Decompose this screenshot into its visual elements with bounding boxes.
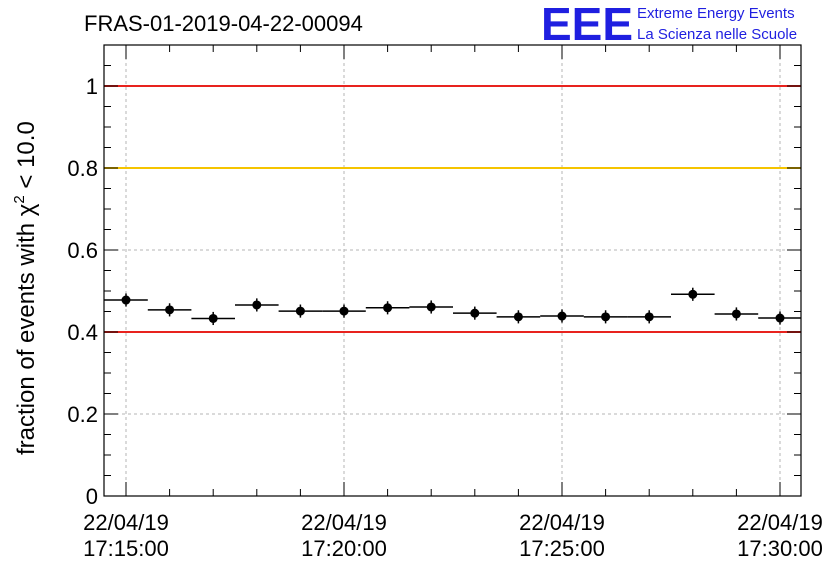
y-tick-label: 1 bbox=[86, 74, 98, 99]
y-axis-label-sup: 2 bbox=[11, 195, 28, 203]
y-tick-label: 0 bbox=[86, 484, 98, 509]
data-marker bbox=[121, 295, 131, 305]
data-point bbox=[104, 293, 148, 307]
data-marker bbox=[426, 302, 436, 312]
logo-eee: EEE bbox=[541, 0, 633, 50]
data-point bbox=[365, 301, 410, 315]
x-tick-label-time: 17:25:00 bbox=[519, 536, 605, 561]
data-marker bbox=[688, 289, 698, 299]
y-tick-label: 0.8 bbox=[67, 156, 98, 181]
reference-lines bbox=[104, 85, 801, 333]
data-marker bbox=[383, 303, 393, 313]
y-axis: 0 0.2 0.4 0.6 0.8 1 bbox=[67, 44, 801, 509]
x-tick-label-date: 22/04/19 bbox=[301, 510, 387, 535]
x-axis: 22/04/1917:15:0022/04/1917:20:0022/04/19… bbox=[83, 45, 823, 561]
data-point bbox=[671, 287, 715, 301]
chart-title: FRAS-01-2019-04-22-00094 bbox=[84, 11, 363, 36]
data-point bbox=[714, 307, 759, 321]
plot-frame bbox=[103, 44, 802, 497]
data-marker bbox=[295, 306, 305, 316]
data-marker bbox=[731, 309, 741, 319]
data-marker bbox=[470, 308, 480, 318]
data-marker bbox=[208, 313, 218, 323]
data-marker bbox=[339, 306, 349, 316]
data-point bbox=[191, 311, 235, 326]
x-tick-label-date: 22/04/19 bbox=[83, 510, 169, 535]
logo-line-2: La Scienza nelle Scuole bbox=[637, 26, 797, 43]
logo-line-1: Extreme Energy Events bbox=[637, 5, 795, 22]
data-point bbox=[235, 298, 279, 312]
data-point bbox=[627, 310, 671, 324]
y-tick-label: 0.2 bbox=[67, 402, 98, 427]
y-tick-label: 0.4 bbox=[67, 320, 98, 345]
y-axis-label-chi: χ bbox=[13, 203, 40, 216]
y-axis-label-prefix: fraction of events with bbox=[13, 216, 40, 455]
data-point bbox=[322, 304, 366, 318]
x-tick-label-date: 22/04/19 bbox=[519, 510, 605, 535]
data-marker bbox=[165, 305, 175, 315]
data-point bbox=[496, 310, 541, 324]
grid bbox=[104, 45, 801, 496]
data-point bbox=[583, 310, 628, 324]
y-axis-label-suffix: < 10.0 bbox=[13, 121, 40, 195]
data-point bbox=[540, 309, 584, 323]
logo: EEE Extreme Energy Events La Scienza nel… bbox=[541, 0, 797, 50]
x-tick-label-time: 17:20:00 bbox=[301, 536, 387, 561]
x-tick-label-time: 17:15:00 bbox=[83, 536, 169, 561]
data-marker bbox=[252, 300, 262, 310]
data-point bbox=[453, 306, 497, 320]
data-marker bbox=[644, 312, 654, 322]
data-series bbox=[104, 287, 801, 326]
y-tick-label: 0.6 bbox=[67, 238, 98, 263]
data-point bbox=[147, 303, 192, 317]
data-marker bbox=[513, 312, 523, 322]
x-tick-label-date: 22/04/19 bbox=[737, 510, 823, 535]
data-marker bbox=[557, 311, 567, 321]
data-marker bbox=[775, 313, 785, 323]
data-point bbox=[409, 300, 453, 314]
data-marker bbox=[601, 312, 611, 322]
data-point bbox=[758, 311, 801, 325]
data-point bbox=[278, 304, 323, 318]
y-axis-label: fraction of events with χ2 < 10.0 bbox=[11, 121, 40, 455]
x-tick-label-time: 17:30:00 bbox=[737, 536, 823, 561]
